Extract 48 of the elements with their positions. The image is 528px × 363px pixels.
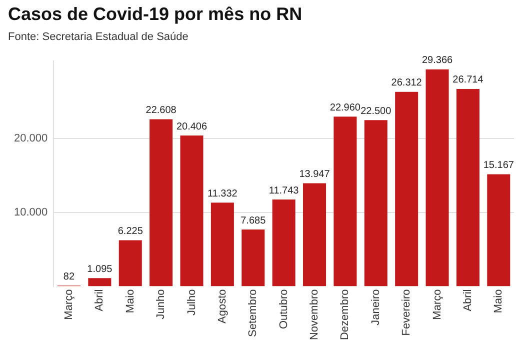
x-tick-label: Janeiro bbox=[370, 289, 382, 326]
bar bbox=[210, 202, 234, 286]
x-tick-label: Dezembro bbox=[339, 289, 352, 340]
x-tick-label: Novembro bbox=[308, 289, 321, 340]
data-label: 82 bbox=[63, 271, 75, 282]
data-label: 26.312 bbox=[391, 78, 422, 89]
x-tick-label: Maio bbox=[124, 289, 136, 314]
bar bbox=[487, 174, 510, 286]
x-tick-label: Maio bbox=[492, 289, 505, 314]
bar bbox=[272, 200, 296, 286]
bar bbox=[334, 116, 357, 286]
data-label: 7.685 bbox=[240, 215, 266, 226]
x-tick-label: Março bbox=[63, 289, 76, 320]
data-label: 20.406 bbox=[176, 121, 208, 132]
bar bbox=[150, 119, 173, 286]
data-label: 22.500 bbox=[360, 106, 392, 117]
x-tick-label: Março bbox=[431, 289, 444, 320]
bar bbox=[456, 88, 480, 286]
data-label: 22.960 bbox=[330, 102, 361, 114]
x-tick-label: Julho bbox=[186, 289, 198, 316]
data-label: 1.095 bbox=[87, 264, 113, 275]
bar bbox=[364, 120, 388, 286]
data-label: 13.947 bbox=[299, 169, 330, 180]
bar bbox=[88, 278, 112, 286]
y-tick-label: 20.000 bbox=[14, 132, 48, 145]
bar bbox=[242, 230, 265, 286]
bar bbox=[180, 136, 204, 286]
y-tick-label: 10.000 bbox=[14, 206, 48, 218]
bar bbox=[303, 183, 326, 286]
bar bbox=[426, 69, 449, 286]
bar bbox=[118, 240, 142, 286]
chart-title: Casos de Covid-19 por mês no RN bbox=[8, 4, 304, 25]
data-label: 11.743 bbox=[268, 185, 300, 196]
data-label: 6.225 bbox=[118, 226, 144, 238]
data-label: 22.608 bbox=[146, 105, 177, 116]
chart-subtitle: Fonte: Secretaria Estadual de Saúde bbox=[8, 31, 190, 43]
data-label: 29.366 bbox=[422, 55, 453, 66]
x-tick-label: Junho bbox=[155, 289, 168, 320]
x-tick-label: Abril bbox=[462, 289, 474, 312]
data-label: 11.332 bbox=[208, 188, 238, 200]
x-tick-label: Fevereiro bbox=[400, 289, 413, 336]
data-label: 26.714 bbox=[452, 74, 484, 86]
x-tick-label: Outubro bbox=[278, 289, 290, 330]
x-tick-label: Setembro bbox=[247, 289, 260, 337]
bar bbox=[395, 92, 418, 286]
x-tick-label: Abril bbox=[94, 289, 106, 312]
x-tick-label: Agosto bbox=[216, 289, 228, 324]
data-label: 15.167 bbox=[483, 160, 514, 171]
